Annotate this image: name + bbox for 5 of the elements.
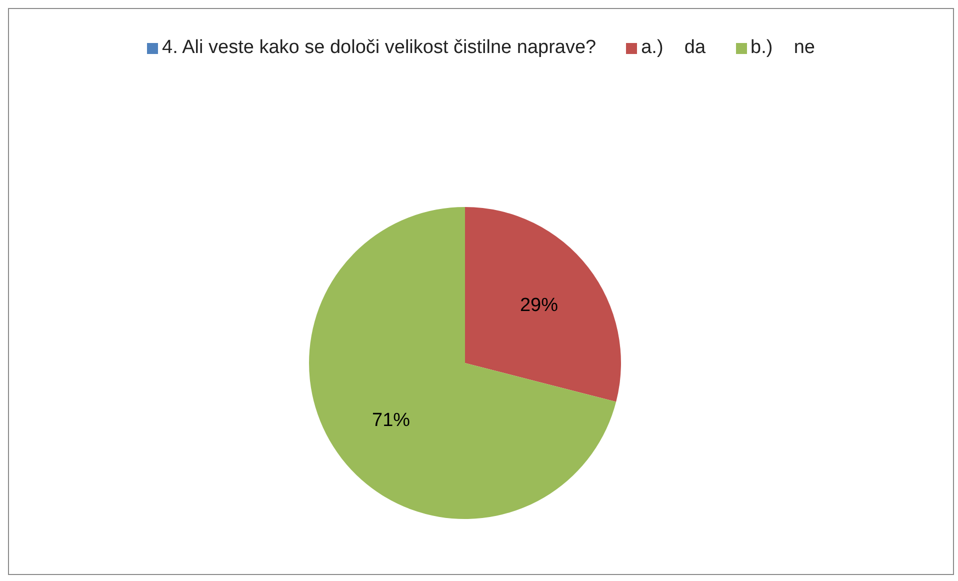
legend-label: b.) ne [750,37,815,59]
slice-label: 4. Ali veste kako se določi velikost čistilne naprave? [162,37,596,59]
data-label: 29% [520,295,558,316]
data-label: 71% [372,410,410,431]
legend-label: a.) da [641,37,706,59]
